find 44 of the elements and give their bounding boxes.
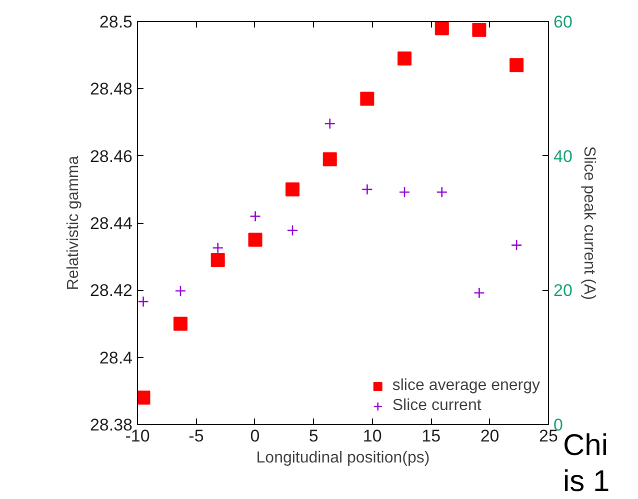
y-tick-label: 28.42	[90, 281, 133, 300]
point	[474, 287, 485, 299]
y2-tick-label: 40	[554, 146, 572, 166]
point	[173, 316, 188, 331]
point	[436, 186, 448, 198]
y-tick-label: 28.44	[90, 214, 133, 233]
legend-label: slice average energy	[392, 377, 540, 395]
point	[472, 22, 486, 37]
point	[398, 186, 410, 198]
point	[324, 118, 336, 130]
point	[434, 22, 449, 36]
y2-tick-label: 60	[554, 12, 572, 32]
point	[286, 182, 300, 196]
y-axis-title: Relativistic gamma	[64, 156, 82, 290]
y2-axis-title: Slice peak current (A)	[580, 146, 598, 300]
point	[286, 224, 298, 236]
x-tick-label: 5	[308, 426, 318, 446]
y2-tick-label: 20	[554, 281, 572, 300]
point	[510, 58, 524, 72]
text: Chi	[563, 429, 608, 463]
x-tick-label: -5	[188, 426, 204, 446]
point	[360, 92, 374, 106]
x-axis-title: Longitudinal position(ps)	[256, 450, 430, 466]
point	[250, 210, 261, 222]
y-tick-label: 28.46	[90, 146, 133, 166]
y-tick-label: 28.5	[99, 12, 133, 32]
point	[138, 390, 150, 405]
point	[138, 296, 149, 308]
y-tick-label: 28.4	[99, 348, 133, 368]
point	[210, 252, 225, 267]
x-tick-label: 10	[362, 426, 382, 446]
x-tick-label: 20	[480, 426, 500, 446]
y-tick-label: 28.48	[90, 80, 133, 99]
point	[510, 240, 522, 251]
point	[174, 285, 186, 296]
x-tick-label: 0	[250, 426, 260, 446]
text: is 1	[563, 465, 610, 499]
x-tick-label: 15	[422, 426, 441, 446]
point	[362, 184, 373, 196]
point	[398, 51, 412, 66]
point	[212, 242, 224, 254]
legend-label: Slice current	[392, 397, 482, 415]
point	[322, 152, 337, 166]
point	[248, 232, 262, 247]
